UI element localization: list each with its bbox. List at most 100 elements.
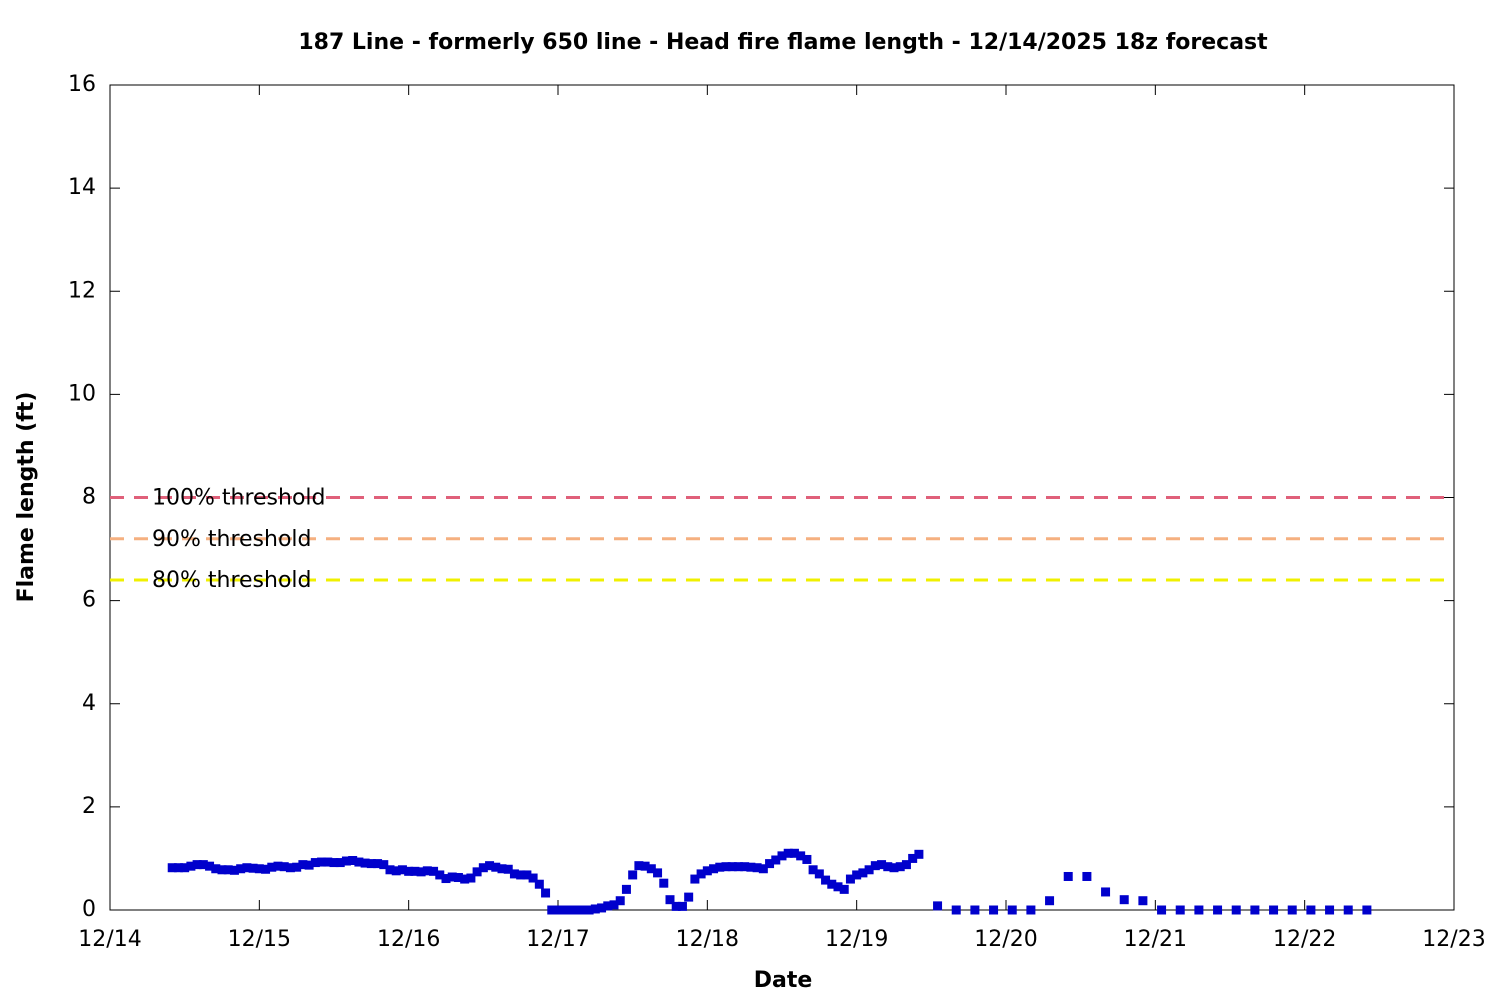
point [1175,905,1185,915]
point [578,905,588,915]
point [391,866,401,876]
point [901,860,911,870]
point [229,865,239,875]
point [335,858,345,868]
point [385,865,395,875]
point [690,874,700,884]
point [889,863,899,873]
y-tick-label: 10 [68,381,96,406]
point [366,859,376,869]
point [435,870,445,880]
point [497,864,507,874]
point [789,848,799,858]
point [808,865,818,875]
point [671,901,681,911]
point [416,867,426,877]
point [814,869,824,879]
point [1250,905,1260,915]
point [1101,887,1111,897]
point [646,864,656,874]
point [845,874,855,884]
point [1157,905,1167,915]
point [565,905,575,915]
y-tick-label: 0 [82,897,96,922]
y-axis-label: Flame length (ft) [14,392,39,603]
point [590,904,600,914]
point [684,892,694,902]
chart-title: 187 Line - formerly 650 line - Head fire… [298,30,1268,55]
point [1269,905,1279,915]
point [951,905,961,915]
point [261,864,271,874]
point [453,873,463,883]
point [547,905,557,915]
y-tick-label: 2 [82,794,96,819]
y-tick-label: 8 [82,485,96,510]
point [285,863,295,873]
y-tick-label: 12 [68,278,96,303]
point [870,861,880,871]
x-tick-label: 12/15 [228,927,291,952]
point [802,854,812,864]
threshold-label: 100% threshold [152,486,326,511]
point [634,861,644,871]
point [236,864,246,874]
point [858,868,868,878]
point [621,884,631,894]
y-tick-label: 6 [82,588,96,613]
point [584,905,594,915]
point [559,905,569,915]
point [833,882,843,892]
point [1026,905,1036,915]
point [1306,905,1316,915]
threshold-label: 90% threshold [152,527,312,552]
point [441,874,451,884]
point [702,866,712,876]
point [541,888,551,898]
point [273,861,283,871]
point [1213,905,1223,915]
point [478,863,488,873]
point [509,869,519,879]
point [373,859,383,869]
point [472,867,482,877]
point [746,862,756,872]
point [597,903,607,913]
point [317,857,327,867]
point [970,905,980,915]
point [777,851,787,861]
point [1362,905,1372,915]
point [609,900,619,910]
point [1287,905,1297,915]
point [292,862,302,872]
point [852,870,862,880]
point [628,870,638,880]
point [186,861,196,871]
point [323,857,333,867]
point [709,864,719,874]
point [522,870,532,880]
point [783,848,793,858]
point [821,875,831,885]
point [615,896,625,906]
point [447,872,457,882]
point [198,860,208,870]
point [877,860,887,870]
y-tick-label: 16 [68,72,96,97]
point [740,862,750,872]
point [727,862,737,872]
point [715,862,725,872]
point [173,863,183,873]
x-tick-label: 12/16 [377,927,440,952]
point [895,862,905,872]
point [1119,895,1129,905]
point [677,901,687,911]
point [839,884,849,894]
point [659,878,669,888]
point [304,860,314,870]
x-tick-label: 12/18 [676,927,739,952]
point [279,862,289,872]
threshold-label: 80% threshold [152,568,312,593]
point [1343,905,1353,915]
